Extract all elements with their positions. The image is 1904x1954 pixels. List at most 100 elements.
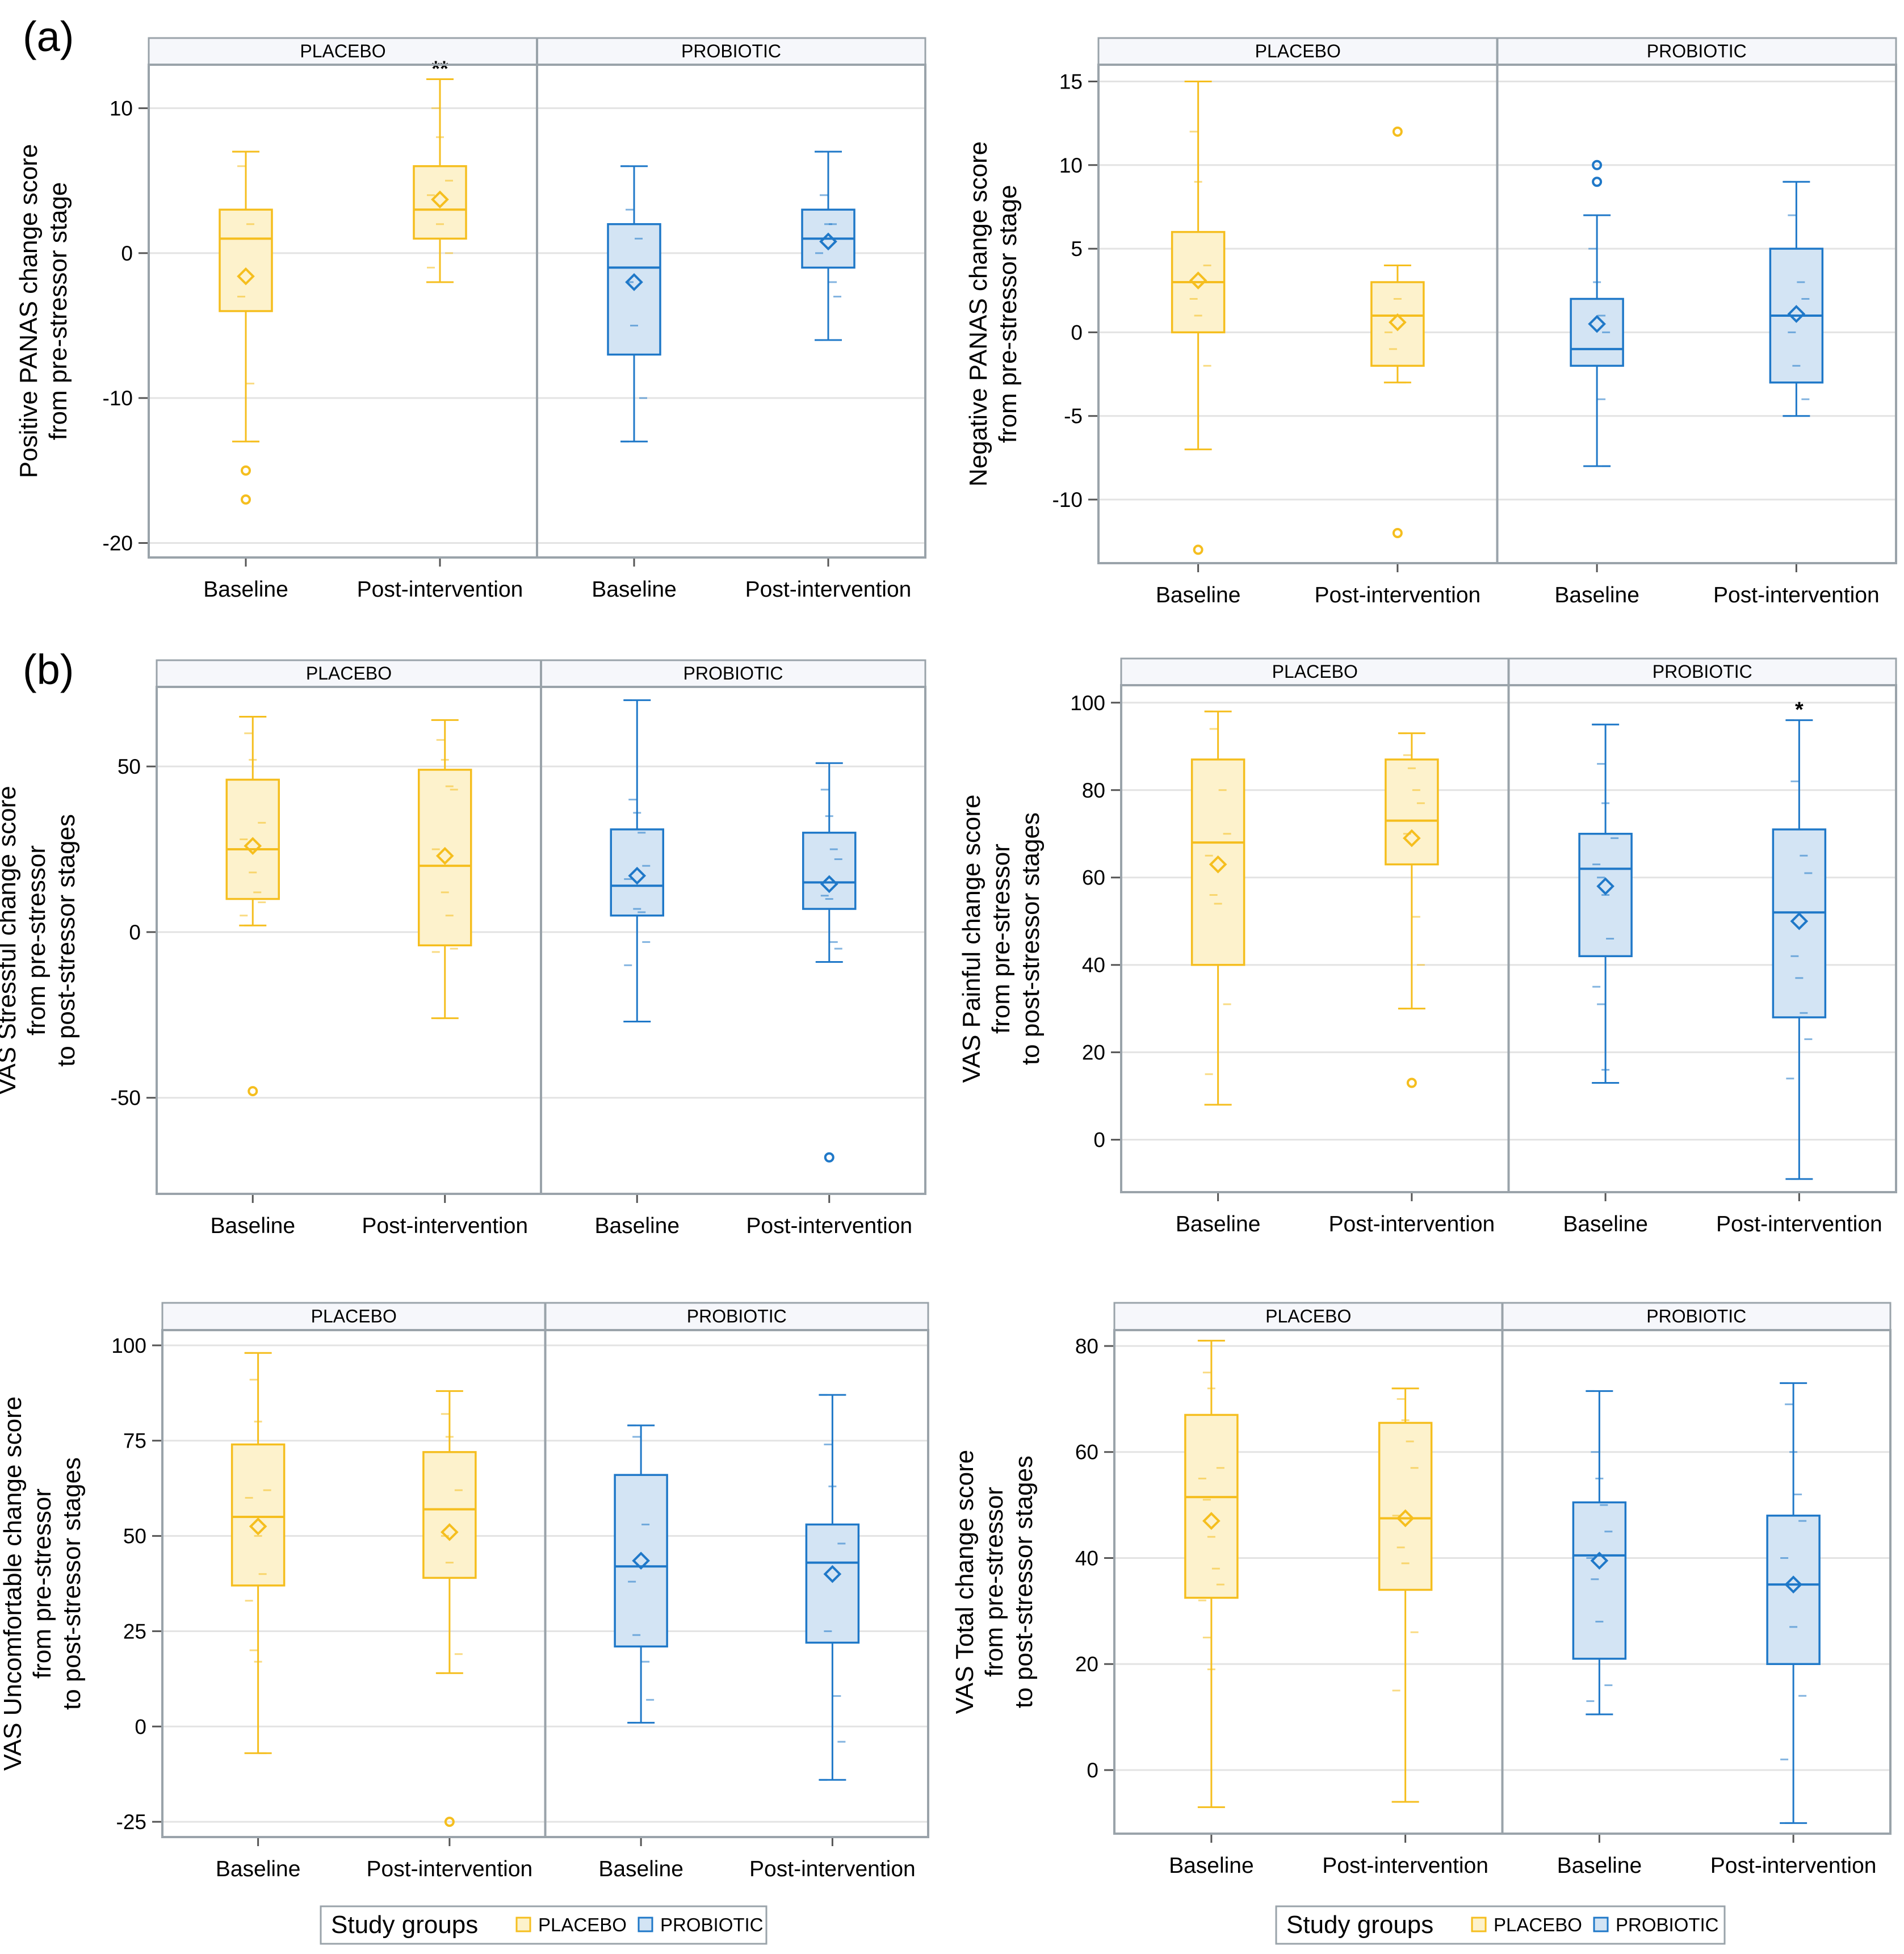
y-tick-label: 0 bbox=[121, 242, 133, 265]
x-tick-label: Baseline bbox=[203, 577, 288, 602]
box bbox=[1370, 281, 1425, 367]
y-tick-label: 10 bbox=[110, 97, 133, 120]
y-axis-title: from pre-stressor bbox=[23, 845, 51, 1035]
x-tick-label: Post-intervention bbox=[1713, 583, 1880, 607]
facet-strip bbox=[1113, 1302, 1503, 1331]
y-tick-label: 100 bbox=[1070, 691, 1105, 715]
mean-marker bbox=[1189, 271, 1207, 290]
y-tick-label: 60 bbox=[1082, 866, 1105, 890]
legend: Study groups PLACEBO PROBIOTIC bbox=[1275, 1905, 1726, 1945]
mean-marker bbox=[1784, 1575, 1802, 1594]
box bbox=[1766, 1515, 1821, 1665]
x-tick-label: Baseline bbox=[598, 1857, 683, 1881]
outlier-point bbox=[248, 1086, 258, 1097]
mean-marker bbox=[435, 846, 454, 865]
significance-marker: * bbox=[1795, 698, 1804, 722]
facet-strip bbox=[156, 659, 542, 688]
y-tick-label: 80 bbox=[1082, 779, 1105, 802]
mean-marker bbox=[823, 1565, 842, 1583]
facet-label: PROBIOTIC bbox=[1646, 1306, 1746, 1327]
mean-marker bbox=[820, 875, 838, 894]
mean-marker bbox=[628, 866, 647, 885]
x-tick-label: Post-intervention bbox=[749, 1857, 916, 1881]
outlier-point bbox=[1592, 177, 1603, 187]
legend-frame bbox=[1275, 1905, 1726, 1945]
y-tick-label: 50 bbox=[123, 1525, 146, 1548]
x-tick-label: Post-intervention bbox=[746, 1214, 912, 1238]
y-tick-label: 5 bbox=[1071, 237, 1083, 261]
x-tick-label: Post-intervention bbox=[1329, 1212, 1495, 1236]
y-tick-label: 20 bbox=[1075, 1653, 1098, 1676]
y-tick-label: 25 bbox=[123, 1620, 146, 1643]
legend-title: Study groups bbox=[331, 1911, 478, 1939]
x-tick-label: Post-intervention bbox=[367, 1857, 533, 1881]
facet-strip bbox=[544, 1302, 929, 1331]
facet-label: PLACEBO bbox=[311, 1306, 397, 1327]
mean-marker bbox=[1787, 305, 1806, 323]
y-tick-label: 40 bbox=[1075, 1546, 1098, 1570]
outlier-point bbox=[1392, 527, 1403, 538]
mean-marker bbox=[249, 1517, 267, 1536]
legend-swatch bbox=[638, 1917, 653, 1932]
legend-area: Study groups PLACEBO PROBIOTIC Study groups… bbox=[320, 1905, 1726, 1945]
legend-swatch bbox=[1471, 1917, 1487, 1932]
facet-label: PROBIOTIC bbox=[1647, 41, 1747, 61]
mean-marker bbox=[1790, 912, 1809, 930]
chart-1: PLACEBO PROBIOTIC 15 10 5 0 -5 -10 Negative PANA… bbox=[964, 37, 1897, 607]
mean-marker bbox=[1403, 829, 1421, 848]
y-axis-title: VAS Painful change score bbox=[958, 795, 985, 1083]
y-tick-label: -10 bbox=[103, 387, 133, 410]
mean-marker bbox=[819, 232, 837, 251]
y-axis-title: from pre-stressor bbox=[987, 844, 1015, 1034]
legend-item-label: PLACEBO bbox=[1494, 1914, 1582, 1935]
y-tick-label: 0 bbox=[135, 1715, 146, 1738]
y-axis-title: Negative PANAS change score bbox=[964, 141, 992, 487]
box bbox=[1385, 758, 1439, 866]
outlier-point bbox=[1592, 160, 1603, 170]
mean-marker bbox=[1209, 855, 1227, 874]
facet-label: PLACEBO bbox=[1272, 661, 1358, 682]
y-tick-label: -5 bbox=[1064, 405, 1083, 428]
facet-label: PROBIOTIC bbox=[683, 663, 783, 684]
y-axis-title: to post-stressor stages bbox=[1010, 1456, 1038, 1708]
x-tick-label: Baseline bbox=[1156, 583, 1241, 607]
facet-strip bbox=[148, 37, 538, 66]
y-tick-label: 80 bbox=[1075, 1335, 1098, 1358]
y-axis-title: from pre-stressor bbox=[28, 1488, 56, 1679]
box bbox=[1184, 1414, 1239, 1599]
x-tick-label: Post-intervention bbox=[1315, 583, 1481, 607]
mean-marker bbox=[1396, 1509, 1415, 1528]
chart-2: PLACEBO PROBIOTIC 50 0 -50 VAS Stressful chan… bbox=[0, 659, 926, 1238]
y-tick-label: 60 bbox=[1075, 1441, 1098, 1464]
box bbox=[1378, 1422, 1433, 1591]
chart-3: PLACEBO PROBIOTIC 100 80 60 40 20 0 VAS Painful … bbox=[958, 657, 1897, 1236]
y-tick-label: 20 bbox=[1082, 1041, 1105, 1064]
legend-title: Study groups bbox=[1286, 1911, 1433, 1939]
y-axis-title: VAS Stressful change score bbox=[0, 786, 21, 1095]
x-tick-label: Post-intervention bbox=[745, 577, 912, 602]
box bbox=[422, 1451, 477, 1579]
chart-0: PLACEBO PROBIOTIC 10 0 -10 -20 Positive PANAS … bbox=[15, 37, 926, 602]
x-tick-label: Baseline bbox=[1554, 583, 1639, 607]
outlier-point bbox=[1193, 544, 1203, 555]
x-tick-label: Post-intervention bbox=[357, 577, 523, 602]
box bbox=[219, 208, 273, 312]
legend-item-label: PROBIOTIC bbox=[660, 1914, 764, 1935]
y-axis-title: VAS Uncomfortable change score bbox=[0, 1397, 27, 1771]
x-tick-label: Baseline bbox=[1176, 1212, 1261, 1236]
mean-marker bbox=[625, 273, 643, 291]
x-tick-label: Baseline bbox=[592, 577, 677, 602]
y-tick-label: 50 bbox=[118, 755, 141, 778]
mean-marker bbox=[237, 267, 255, 286]
facet-strip bbox=[1508, 657, 1897, 686]
box bbox=[610, 828, 664, 917]
y-axis-title: from pre-stressor bbox=[980, 1487, 1008, 1677]
y-tick-label: 0 bbox=[1087, 1759, 1098, 1782]
legend: Study groups PLACEBO PROBIOTIC bbox=[320, 1905, 768, 1945]
legend-swatch bbox=[1593, 1917, 1609, 1932]
y-axis-title: to post-stressor stages bbox=[1017, 812, 1045, 1065]
mean-marker bbox=[244, 837, 262, 855]
x-tick-label: Post-intervention bbox=[1710, 1854, 1877, 1878]
